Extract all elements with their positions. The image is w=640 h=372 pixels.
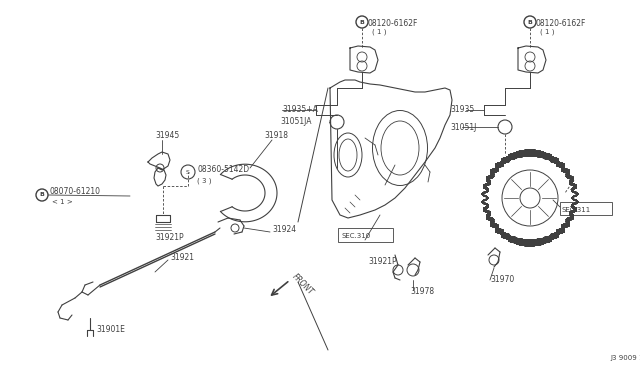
- Text: 08360-5142D: 08360-5142D: [197, 166, 249, 174]
- Text: FRONT: FRONT: [291, 272, 316, 296]
- Text: ( 1 ): ( 1 ): [540, 29, 554, 35]
- Circle shape: [356, 16, 368, 28]
- Circle shape: [524, 16, 536, 28]
- Text: B: B: [40, 192, 44, 198]
- Text: J3 9009 1: J3 9009 1: [610, 355, 640, 361]
- Text: 31978: 31978: [410, 288, 434, 296]
- Text: 31924: 31924: [272, 225, 296, 234]
- Text: 31051JA: 31051JA: [280, 118, 312, 126]
- Circle shape: [36, 189, 48, 201]
- Text: 31935+A: 31935+A: [282, 106, 318, 115]
- Circle shape: [181, 165, 195, 179]
- Text: 31970: 31970: [490, 276, 515, 285]
- Text: 31051J: 31051J: [450, 124, 476, 132]
- Bar: [338, 228, 393, 242]
- Text: B: B: [527, 19, 532, 25]
- Text: S: S: [186, 170, 190, 174]
- Text: 31945: 31945: [155, 131, 179, 141]
- Text: 08120-6162F: 08120-6162F: [536, 19, 586, 29]
- Text: 08120-6162F: 08120-6162F: [368, 19, 419, 29]
- Text: B: B: [360, 19, 364, 25]
- Text: SEC.310: SEC.310: [341, 233, 371, 239]
- Bar: [560, 202, 612, 215]
- Text: 31921P: 31921P: [155, 234, 184, 243]
- Text: 31921: 31921: [170, 253, 194, 263]
- Text: 31901E: 31901E: [96, 326, 125, 334]
- Text: 31935: 31935: [450, 106, 474, 115]
- Text: ( 1 ): ( 1 ): [372, 29, 387, 35]
- Text: SEC.311: SEC.311: [562, 207, 591, 213]
- Text: 31918: 31918: [264, 131, 288, 141]
- Text: ( 3 ): ( 3 ): [197, 178, 211, 184]
- Text: < 1 >: < 1 >: [52, 199, 73, 205]
- Text: 08070-61210: 08070-61210: [50, 187, 101, 196]
- Text: 31921P: 31921P: [368, 257, 397, 266]
